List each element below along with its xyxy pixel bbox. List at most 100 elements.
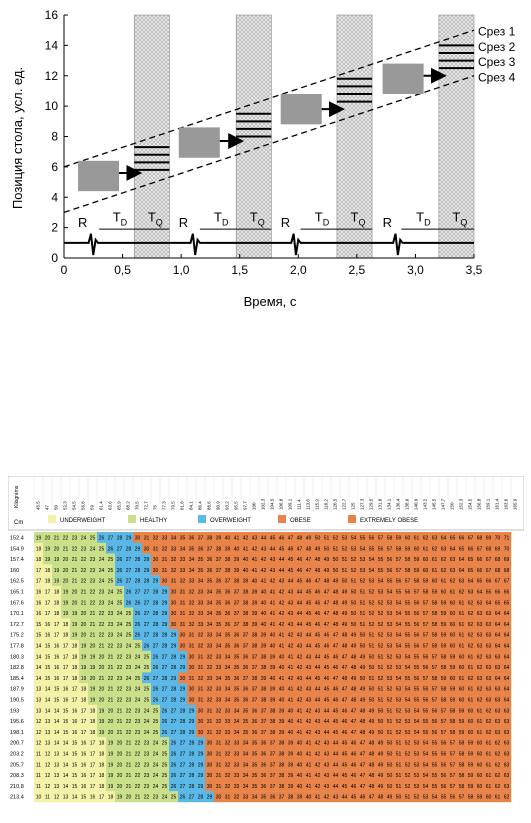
bmi-value: 65 [486,590,492,596]
bmi-cell [412,650,422,662]
bmi-cell [313,672,323,684]
bmi-value: 70 [504,546,510,552]
bmi-cell [223,650,233,662]
bmi-value: 46 [351,784,357,790]
bmi-cell [250,737,260,749]
bmi-value: 33 [207,676,213,682]
bmi-value: 51 [324,536,330,542]
bmi-value: 51 [387,708,393,714]
bmi-cell [277,737,287,749]
bmi-value: 43 [288,611,294,617]
bmi-cell [52,607,62,619]
bmi-cell [34,769,44,781]
bmi-cell [277,553,287,565]
bmi-value: 47 [351,719,357,725]
bmi-value: 29 [171,676,177,682]
bmi-value: 61 [486,784,492,790]
bmi-cell [358,640,368,651]
bmi-cell [304,553,314,565]
bmi-cell [259,758,269,770]
bmi-cell [358,694,368,705]
bmi-value: 41 [288,654,294,660]
bmi-cell [160,564,170,576]
bmi-value: 56 [369,536,375,542]
bmi-cell [448,780,458,792]
cm-value: 177.8 [10,644,24,650]
bmi-cell [268,726,278,738]
bmi-value: 62 [441,568,447,574]
bmi-value: 51 [360,590,366,596]
bmi-cell [340,575,350,587]
bmi-value: 26 [126,600,132,606]
bmi-cell [124,715,134,727]
bmi-value: 58 [414,579,420,585]
bmi-value: 57 [387,546,393,552]
bmi-value: 48 [306,546,312,552]
bmi-cell [106,672,116,684]
kg-value: 115.9 [314,499,319,510]
bmi-value: 67 [504,579,510,585]
bmi-value: 17 [90,752,96,758]
bmi-value: 40 [279,698,285,704]
bmi-value: 54 [432,795,438,801]
bmi-value: 42 [288,676,294,682]
bmi-cell [97,661,107,673]
bmi-cell [331,683,341,695]
bmi-value: 16 [81,773,87,779]
bmi-value: 63 [486,698,492,704]
bmi-value: 23 [135,708,141,714]
gray-box [178,127,220,158]
bmi-cell [412,737,422,749]
bmi-value: 50 [315,536,321,542]
bmi-cell [466,758,476,770]
bmi-cell [196,672,206,684]
bmi-value: 21 [117,708,123,714]
bmi-cell [34,780,44,792]
bmi-value: 10 [36,795,42,801]
y-tick-label: 8 [51,130,58,144]
bmi-cell [196,532,206,543]
bmi-value: 42 [306,708,312,714]
bmi-value: 59 [468,741,474,747]
bmi-value: 25 [108,579,114,585]
bmi-value: 64 [504,698,510,704]
bmi-value: 50 [324,546,330,552]
kg-label: Kilograms [14,485,20,508]
bmi-value: 27 [153,644,159,650]
bmi-value: 50 [333,568,339,574]
bmi-cell [52,715,62,727]
bmi-cell [115,726,125,738]
bmi-value: 40 [288,708,294,714]
bmi-value: 31 [216,773,222,779]
bmi-value: 58 [459,762,465,768]
bmi-cell [475,596,485,608]
bmi-cell [241,748,251,759]
bmi-cell [331,586,341,597]
bmi-value: 57 [450,762,456,768]
bmi-value: 46 [333,698,339,704]
bmi-cell [457,726,467,738]
bmi-cell [160,758,170,770]
bmi-table: Kilograms 45.5 47 50 52.3 54.5 56.8 59 61.4 63.6 6… [8,476,524,803]
bmi-value: 23 [117,676,123,682]
bmi-value: 25 [108,557,114,563]
bmi-value: 24 [117,622,123,628]
bmi-value: 61 [477,708,483,714]
bmi-value: 59 [459,708,465,714]
bmi-cell [97,726,107,738]
kg-value: 154.5 [467,498,472,510]
bmi-value: 36 [243,654,249,660]
bmi-cell [349,726,359,738]
bmi-cell [340,672,350,684]
bmi-value: 32 [207,665,213,671]
bmi-cell [448,607,458,619]
bmi-cell [196,596,206,608]
bmi-cell [34,694,44,705]
bmi-value: 38 [270,730,276,736]
bmi-cell [223,694,233,705]
bmi-value: 28 [162,644,168,650]
bmi-cell [232,748,242,759]
bmi-value: 31 [216,741,222,747]
bmi-cell [259,769,269,781]
bmi-value: 34 [216,676,222,682]
